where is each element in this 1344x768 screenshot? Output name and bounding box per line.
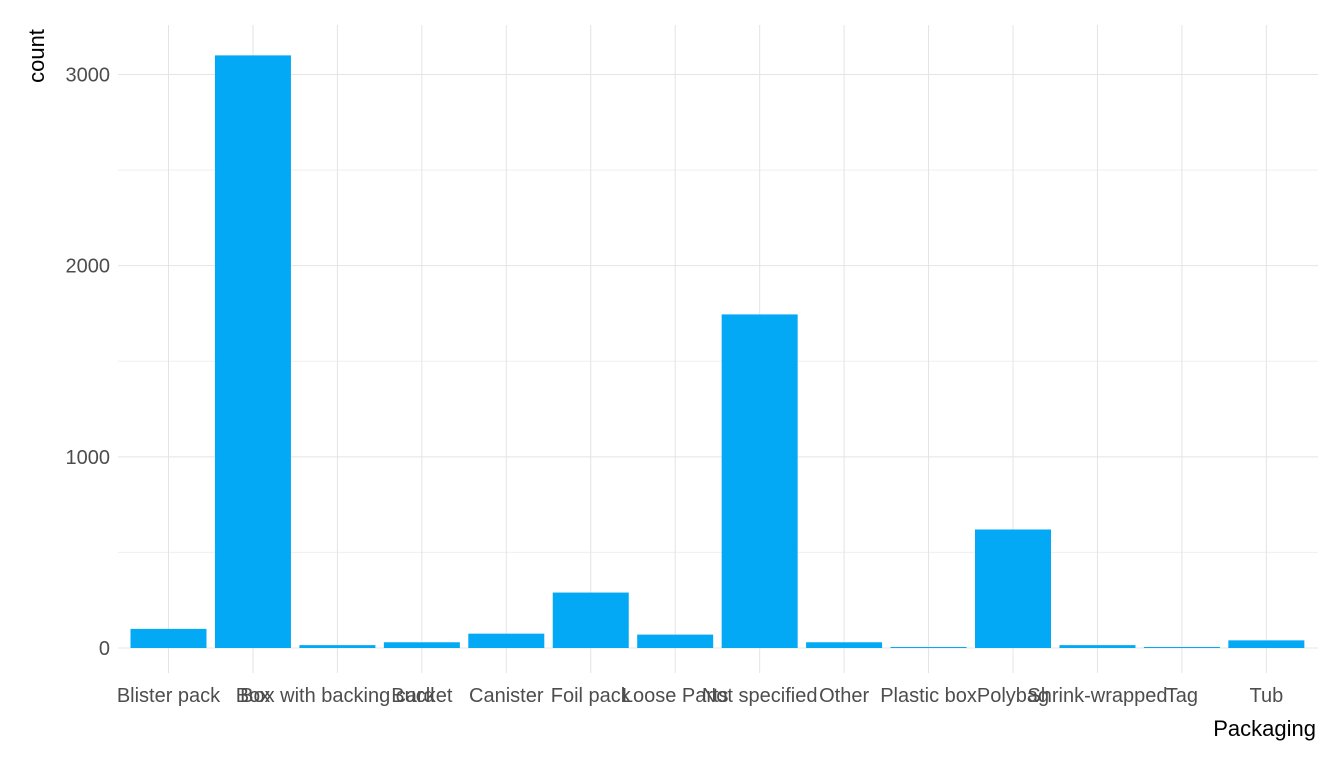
bar-box-with-backing-card	[299, 645, 376, 648]
bar-shrink-wrapped	[1059, 645, 1136, 648]
x-axis-title: Packaging	[1213, 716, 1316, 741]
y-tick-label: 1000	[66, 447, 111, 469]
bar-blister-pack	[130, 628, 207, 648]
bar-not-specified	[721, 314, 798, 648]
x-tick-label: Polybag	[977, 685, 1049, 707]
x-tick-label: Shrink-wrapped	[1027, 685, 1167, 707]
bar-foil-pack	[552, 592, 629, 648]
bar-tag	[1143, 647, 1220, 648]
x-tick-label: Canister	[469, 685, 544, 707]
x-tick-label: Tub	[1249, 685, 1283, 707]
x-tick-label: Tag	[1166, 685, 1198, 707]
x-tick-label: Not specified	[702, 685, 818, 707]
bar-bucket	[383, 642, 460, 648]
bar-plastic-box	[890, 647, 967, 648]
y-tick-label: 3000	[66, 65, 111, 87]
gridlines	[118, 25, 1318, 673]
bar-tub	[1228, 640, 1305, 648]
x-tick-label: Box	[236, 685, 270, 707]
y-tick-label: 0	[99, 638, 110, 660]
y-tick-label: 2000	[66, 256, 111, 278]
bar-polybag	[975, 529, 1051, 648]
x-tick-label: Plastic box	[880, 685, 977, 707]
bars	[130, 55, 1305, 648]
y-axis-ticks: 0 1000 2000 3000	[66, 65, 111, 661]
bar-loose-parts	[637, 634, 714, 648]
y-axis-title: count	[24, 29, 49, 83]
x-tick-label: Foil pack	[551, 685, 632, 707]
x-tick-label: Other	[819, 685, 869, 707]
x-tick-label: Box with backing card	[240, 685, 435, 707]
x-tick-label: Blister pack	[117, 685, 221, 707]
bar-box	[214, 55, 291, 648]
x-tick-label: Bucket	[391, 685, 453, 707]
bar-canister	[468, 633, 545, 648]
x-tick-label: Loose Parts	[622, 685, 729, 707]
bar-other	[806, 642, 883, 648]
